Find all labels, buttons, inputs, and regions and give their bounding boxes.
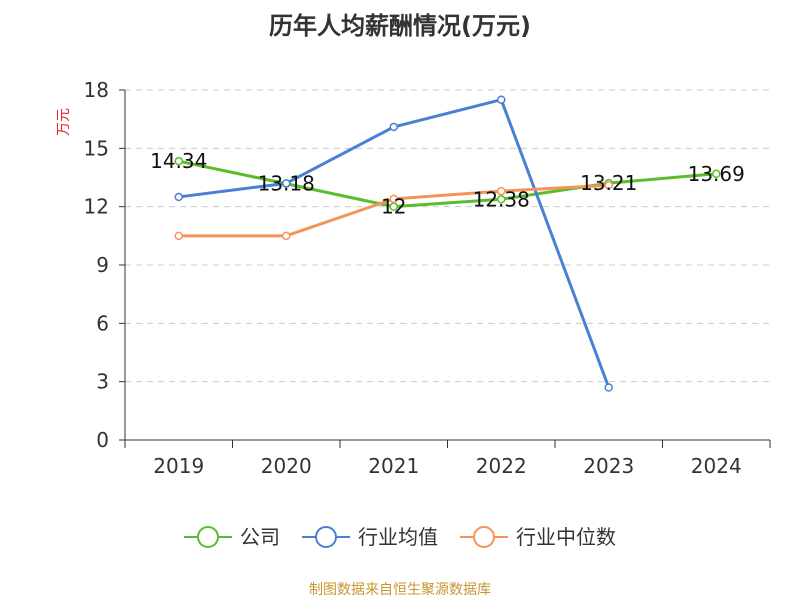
series <box>174 95 721 392</box>
data-point <box>497 186 506 196</box>
x-tick-label: 2022 <box>476 454 527 478</box>
chart-title: 历年人均薪酬情况(万元) <box>269 12 531 40</box>
y-tick-label: 15 <box>84 136 109 160</box>
legend-label: 公司 <box>240 525 280 549</box>
data-point <box>174 192 183 202</box>
legend-label: 行业中位数 <box>516 525 616 549</box>
y-tick-label: 18 <box>84 78 109 102</box>
data-label: 12 <box>381 195 406 219</box>
y-tick-label: 9 <box>96 253 109 277</box>
data-point <box>497 95 506 104</box>
data-point <box>389 202 398 211</box>
data-point <box>282 179 291 188</box>
source-note: 制图数据来自恒生聚源数据库 <box>309 582 491 598</box>
series-line <box>178 98 611 389</box>
y-axis-unit: 万元 <box>56 108 72 136</box>
data-point <box>282 231 291 241</box>
x-tick-label: 2024 <box>691 454 742 478</box>
data-point <box>604 383 613 392</box>
y-tick-label: 6 <box>96 311 109 335</box>
y-tick-label: 0 <box>96 428 109 452</box>
x-tick-label: 2019 <box>153 454 204 478</box>
grid <box>125 89 770 383</box>
legend-marker-icon <box>315 526 337 548</box>
data-label: 14.34 <box>150 149 207 173</box>
data-point <box>604 181 613 190</box>
legend-marker-icon <box>197 526 219 548</box>
y-tick-label: 3 <box>96 370 109 394</box>
data-point <box>712 169 721 179</box>
legend-marker-icon <box>473 526 495 548</box>
data-label: 13.21 <box>580 171 637 195</box>
x-tick-label: 2021 <box>368 454 419 478</box>
legend: 公司 行业均值 行业中位数 <box>184 525 616 549</box>
y-tick-label: 12 <box>84 195 109 219</box>
axes: 0 3 6 9 12 15 18 2019 2020 2021 2022 2023 2024 <box>84 78 771 478</box>
data-point <box>174 156 183 166</box>
x-tick-label: 2023 <box>583 454 634 478</box>
data-label: 12.38 <box>473 187 530 211</box>
legend-label: 行业均值 <box>358 525 438 549</box>
data-label: 13.18 <box>258 172 315 196</box>
data-point <box>497 195 506 204</box>
data-point <box>389 194 398 204</box>
series-line <box>178 159 717 209</box>
data-labels: 14.34 13.18 12 12.38 13.21 13.69 <box>150 149 745 219</box>
data-point <box>389 122 398 132</box>
data-label: 13.69 <box>688 162 745 186</box>
data-point <box>174 231 183 241</box>
x-tick-label: 2020 <box>261 454 312 478</box>
